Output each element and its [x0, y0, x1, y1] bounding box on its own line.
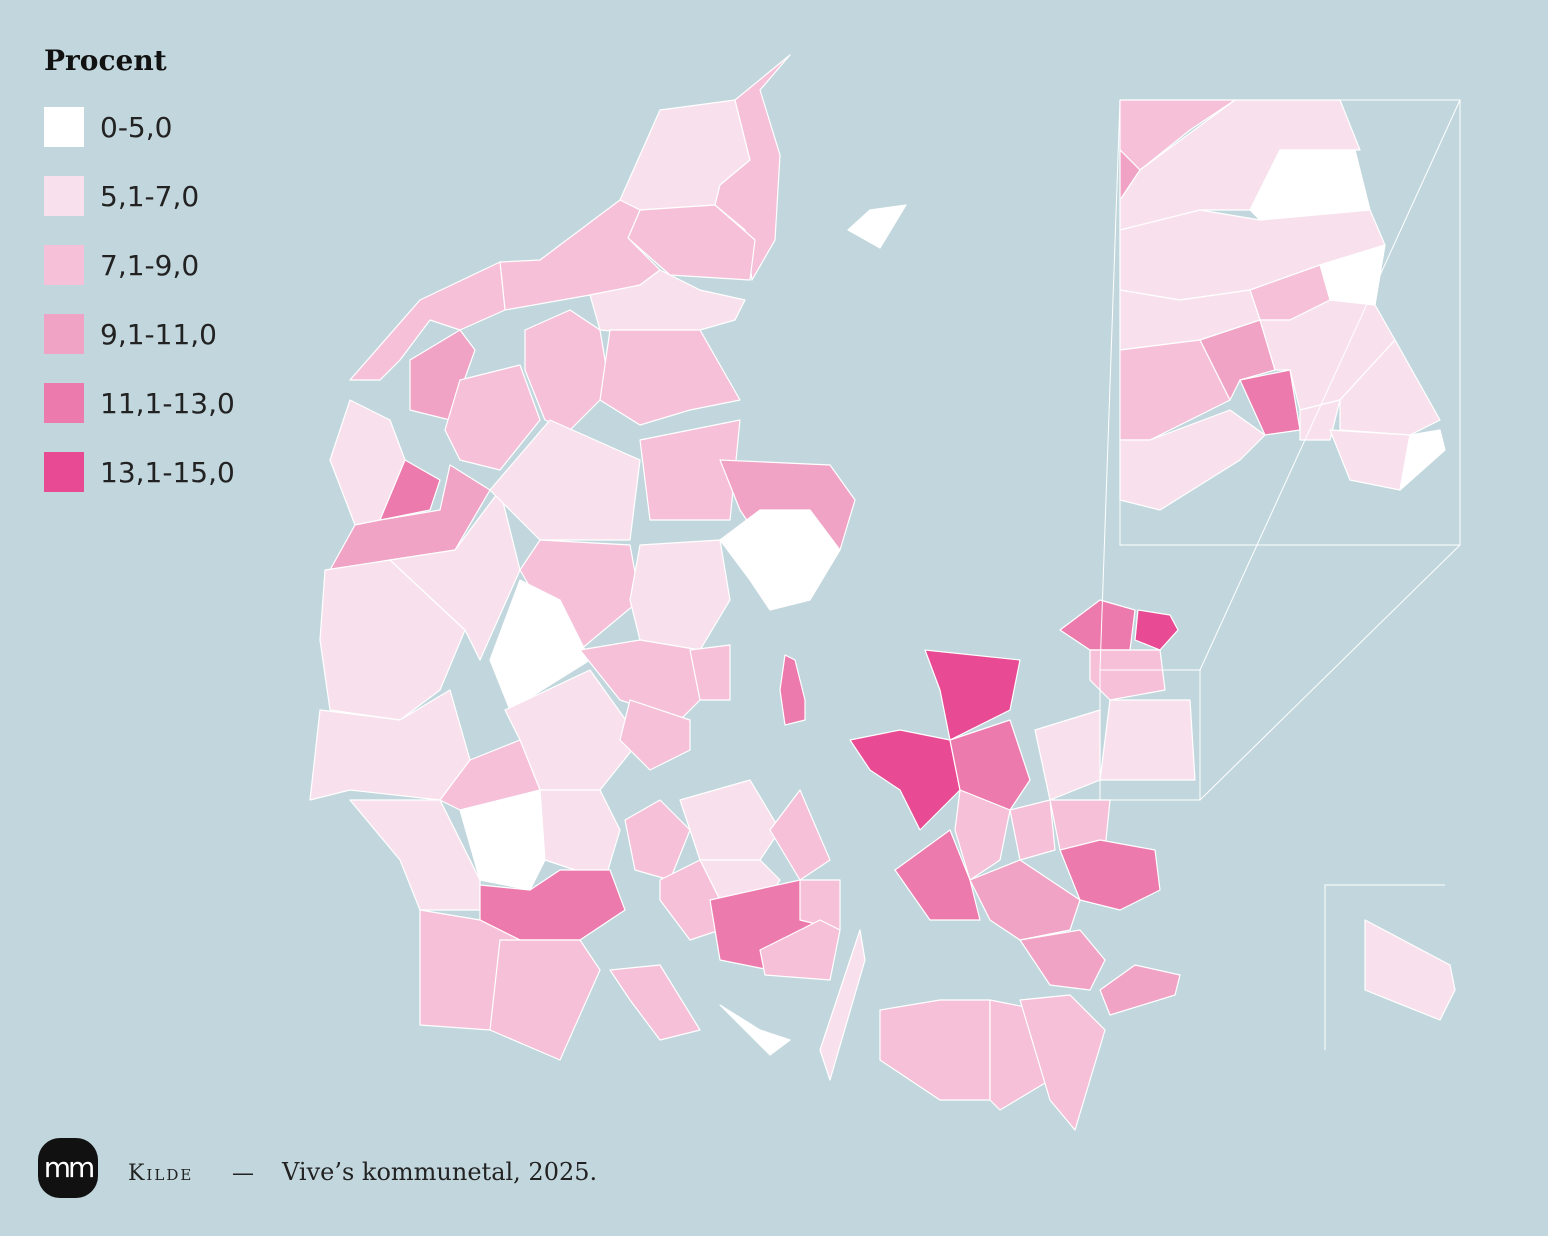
municipality [1009, 799, 1056, 861]
municipality [759, 919, 841, 981]
municipality [769, 789, 831, 881]
municipality [1099, 699, 1196, 781]
legend-label: 7,1-9,0 [100, 249, 199, 282]
municipality [1089, 649, 1166, 701]
inset-frames [1099, 99, 1461, 1050]
municipality [689, 644, 731, 701]
legend-swatch [44, 452, 84, 492]
municipality [489, 419, 641, 541]
municipality [819, 929, 866, 1081]
connector [1199, 99, 1461, 671]
municipality [969, 859, 1081, 941]
municipality [1339, 339, 1441, 436]
bornholm-frame [1324, 884, 1445, 1050]
municipality [609, 964, 701, 1041]
municipality [619, 699, 691, 771]
municipality [1099, 964, 1181, 1016]
municipality [779, 654, 806, 726]
municipality [489, 579, 591, 711]
connector [1099, 99, 1121, 671]
municipality [524, 309, 611, 431]
legend-label: 0-5,0 [100, 111, 172, 144]
source-separator: — [232, 1161, 254, 1186]
source-text: Vive’s kommunetal, 2025. [281, 1158, 597, 1186]
legend-swatch [44, 107, 84, 147]
municipality [849, 729, 961, 831]
copenhagen-inset-frame [1119, 99, 1461, 546]
municipality [639, 419, 741, 521]
legend-swatch [44, 383, 84, 423]
municipality [459, 789, 546, 891]
legend-title: Procent [44, 44, 167, 77]
municipality [1249, 149, 1371, 221]
municipality [1019, 929, 1106, 991]
municipality [1019, 994, 1106, 1131]
municipality [924, 649, 1021, 741]
municipality [847, 204, 907, 249]
municipality [719, 1004, 791, 1056]
municipality [1199, 319, 1276, 401]
municipality [949, 719, 1031, 811]
source-label: Kilde [128, 1161, 193, 1186]
municipality [719, 509, 841, 611]
logo-badge [38, 1138, 98, 1198]
municipality [624, 799, 691, 881]
municipality [1134, 609, 1179, 651]
municipality [489, 939, 601, 1061]
legend-swatch [44, 314, 84, 354]
legend-label: 5,1-7,0 [100, 180, 199, 213]
municipality [679, 779, 781, 861]
municipality [1119, 409, 1266, 511]
municipality [599, 329, 741, 426]
legend-swatch [44, 245, 84, 285]
copenhagen-area-box [1099, 669, 1201, 801]
municipality [379, 459, 441, 521]
municipality [1059, 599, 1136, 651]
municipality [444, 364, 541, 471]
logo-text: mm [44, 1151, 93, 1184]
municipality [1399, 429, 1446, 491]
municipality [1059, 839, 1161, 911]
municipality [894, 829, 981, 921]
connector [1199, 544, 1461, 801]
legend-label: 9,1-11,0 [100, 318, 217, 351]
legend: 0-5,0 5,1-7,0 7,1-9,0 9,1-11,0 11,1-13,0 13,1… [44, 107, 235, 492]
municipality [499, 199, 661, 311]
regions [309, 54, 1456, 1131]
legend-label: 13,1-15,0 [100, 456, 235, 489]
municipality [539, 789, 621, 881]
municipality [1364, 919, 1456, 1021]
legend-label: 11,1-13,0 [100, 387, 235, 420]
municipality [954, 789, 1011, 881]
legend-swatch [44, 176, 84, 216]
municipality [714, 54, 791, 281]
